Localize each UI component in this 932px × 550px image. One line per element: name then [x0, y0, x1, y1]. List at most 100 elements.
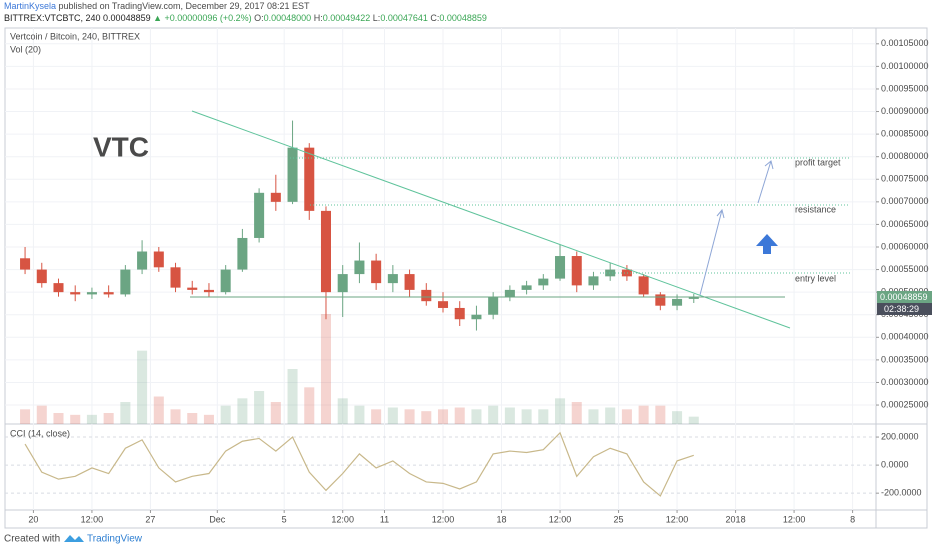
- price-box: [877, 291, 932, 303]
- footer-brand[interactable]: TradingView: [87, 534, 143, 545]
- y-tick-label: 0.00085000: [881, 128, 929, 138]
- y-tick-label: 0.00060000: [881, 241, 929, 251]
- y-tick-label: -200.0000: [881, 488, 922, 498]
- candle-body: [688, 297, 699, 299]
- entry-note: entry level: [795, 273, 836, 283]
- y-tick-label: 0.00055000: [881, 264, 929, 274]
- y-tick-label: 0.00035000: [881, 354, 929, 364]
- c: 0.00048859: [439, 13, 487, 23]
- candle-body: [270, 192, 281, 202]
- candle-body: [120, 269, 131, 295]
- volume-bar: [504, 407, 515, 424]
- volume-bar: [387, 407, 398, 424]
- volume-bar: [70, 414, 81, 424]
- candle-body: [605, 269, 616, 277]
- x-tick-label: 8: [850, 514, 855, 524]
- candle-body: [103, 292, 114, 295]
- o-label: O:: [254, 13, 264, 23]
- volume-bar: [588, 409, 599, 424]
- y-tick-label: 0.00095000: [881, 83, 929, 93]
- volume-bar: [304, 387, 315, 424]
- volume-bar: [655, 405, 666, 424]
- cci-title: CCI (14, close): [10, 428, 70, 438]
- candle-body: [371, 260, 382, 284]
- h-label: H:: [314, 13, 323, 23]
- x-tick-label: Dec: [209, 514, 226, 524]
- change: ▲ +0.00000096 (+0.2%): [153, 13, 251, 23]
- volume-bar: [638, 405, 649, 424]
- x-tick-label: 12:00: [666, 514, 689, 524]
- l-label: L:: [373, 13, 381, 23]
- c-label: C:: [430, 13, 439, 23]
- volume-bar: [337, 398, 348, 424]
- candle-body: [337, 274, 348, 293]
- candle-body: [137, 251, 148, 270]
- volume-bar: [254, 391, 265, 424]
- up-icon: [756, 234, 778, 254]
- h: 0.00049422: [323, 13, 371, 23]
- resistance-note: resistance: [795, 204, 836, 214]
- candle-body: [621, 269, 632, 277]
- x-tick-label: 20: [28, 514, 38, 524]
- x-tick-label: 27: [145, 514, 155, 524]
- y-tick-label: 0.00075000: [881, 174, 929, 184]
- volume-bar: [354, 405, 365, 424]
- countdown-box: [877, 303, 932, 315]
- candle-body: [471, 314, 482, 320]
- volume-bar: [320, 314, 331, 424]
- volume-bar: [187, 413, 198, 424]
- y-tick-label: 0.00090000: [881, 106, 929, 116]
- candle-body: [203, 289, 214, 293]
- candle-body: [404, 274, 415, 290]
- y-tick-label: 0.00080000: [881, 151, 929, 161]
- y-tick-label: 0.00100000: [881, 61, 929, 71]
- header-line-1: MartinKysela published on TradingView.co…: [4, 1, 310, 11]
- arrow: [757, 160, 774, 204]
- candle-body: [521, 285, 532, 290]
- x-tick-label: 2018: [726, 514, 746, 524]
- volume-bar: [688, 416, 699, 424]
- candle-body: [220, 269, 231, 293]
- x-tick-label: 18: [497, 514, 507, 524]
- candle-body: [387, 274, 398, 284]
- candle-body: [287, 147, 298, 202]
- candle-body: [170, 267, 181, 288]
- footer-created: Created with: [4, 534, 60, 545]
- chart-frame: [4, 27, 928, 529]
- candle-body: [421, 289, 432, 302]
- x-tick-label: 12:00: [331, 514, 354, 524]
- candle-body: [655, 294, 666, 306]
- y-tick-label: 0.0000: [881, 459, 909, 469]
- volume-bar: [20, 409, 31, 424]
- published: published on TradingView.com, December 2…: [59, 1, 310, 11]
- volume-bar: [220, 405, 231, 424]
- volume-bar: [421, 411, 432, 424]
- volume-bar: [371, 409, 382, 424]
- candle-body: [588, 276, 599, 286]
- candle-body: [304, 147, 315, 211]
- candle-body: [538, 278, 549, 286]
- countdown: 02:38:29: [884, 304, 919, 314]
- last: 0.00048859: [103, 13, 151, 23]
- arrow: [699, 208, 725, 296]
- candle-body: [454, 307, 465, 320]
- trend-line: [191, 110, 791, 329]
- logo: [64, 535, 84, 542]
- volume-bar: [36, 405, 47, 424]
- x-tick-label: 11: [380, 514, 389, 524]
- volume-bar: [170, 409, 181, 424]
- volume-bar: [555, 398, 566, 424]
- candle-body: [555, 256, 566, 279]
- x-tick-label: 12:00: [81, 514, 104, 524]
- candle-body: [488, 296, 499, 315]
- y-tick-label: 0.00025000: [881, 399, 929, 409]
- candle-body: [571, 256, 582, 286]
- candle-body: [672, 298, 683, 306]
- profit-note: profit target: [795, 157, 841, 167]
- author[interactable]: MartinKysela: [4, 1, 56, 11]
- volume-bar: [137, 350, 148, 424]
- x-tick-label: 12:00: [549, 514, 572, 524]
- header-line-2: BITTREX:VTCBTC, 240 0.00048859 ▲ +0.0000…: [4, 13, 487, 23]
- l: 0.00047641: [380, 13, 428, 23]
